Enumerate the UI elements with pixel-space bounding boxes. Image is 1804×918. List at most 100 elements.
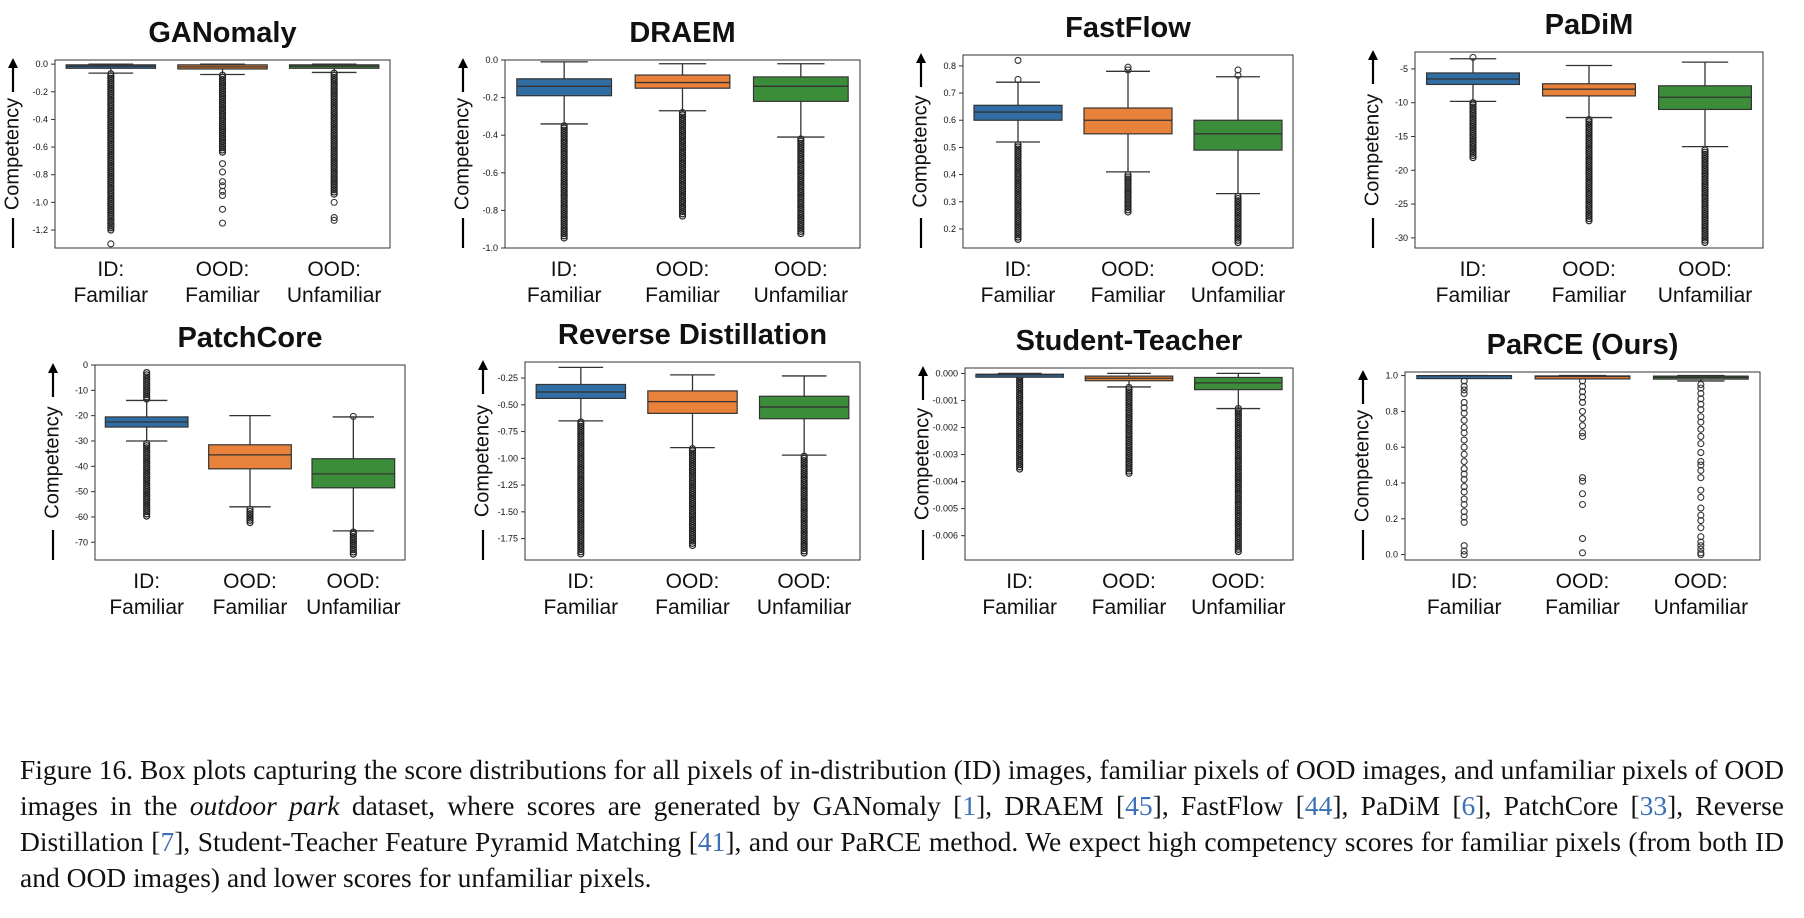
- box-plot-panel: GANomaly 0.0 -0.2 -0.4 -0.6 -0.8 -1.0 -1.2 Compe…: [1, 17, 391, 307]
- y-tick-label: -1.00: [497, 453, 518, 463]
- outlier-point: [1234, 457, 1242, 465]
- box-iqr: [1193, 119, 1283, 151]
- outlier-point: [1014, 56, 1022, 64]
- outlier-point: [330, 198, 338, 206]
- panel-title: DRAEM: [629, 17, 735, 49]
- outlier-point: [218, 148, 227, 156]
- outlier-point: [688, 464, 697, 473]
- citation-link[interactable]: 33: [1639, 790, 1668, 821]
- y-axis-label: Competency: [1361, 94, 1383, 206]
- outlier-point: [678, 208, 687, 216]
- plot-frame: [54, 59, 391, 249]
- outlier-point: [1234, 442, 1242, 450]
- citation-link[interactable]: 41: [697, 826, 726, 857]
- outlier-point: [678, 122, 687, 130]
- citation-link[interactable]: 44: [1304, 790, 1333, 821]
- outlier-point: [107, 127, 115, 135]
- outlier-point: [1701, 157, 1709, 165]
- outlier-point: [1014, 215, 1022, 224]
- outlier-point: [797, 225, 805, 233]
- y-tick-label: 1.0: [1385, 371, 1398, 381]
- outlier-point: [107, 96, 115, 104]
- outlier-point: [143, 448, 151, 456]
- outlier-point: [1016, 454, 1024, 462]
- outlier-point: [1234, 486, 1242, 494]
- outlier-point: [1014, 174, 1022, 182]
- outlier-point: [1234, 424, 1242, 432]
- outlier-point: [800, 527, 808, 535]
- outlier-point: [1234, 453, 1242, 461]
- outlier-point: [1014, 226, 1022, 235]
- citation-link[interactable]: 6: [1461, 790, 1476, 821]
- outlier-point: [1460, 500, 1468, 509]
- outlier-point: [143, 508, 151, 516]
- outlier-point: [1125, 419, 1133, 427]
- outlier-point: [1016, 419, 1024, 427]
- outlier-point: [1014, 207, 1022, 215]
- outlier-point: [1585, 135, 1593, 143]
- outlier-point: [1014, 204, 1022, 213]
- outlier-point: [1701, 148, 1709, 156]
- outlier-point: [218, 205, 227, 213]
- outlier-point: [797, 161, 805, 169]
- x-category-label: Familiar: [1545, 596, 1620, 619]
- citation-link[interactable]: 45: [1125, 790, 1153, 821]
- outlier-point: [797, 199, 805, 207]
- outlier-point: [800, 518, 808, 526]
- outlier-point: [577, 438, 585, 446]
- outlier-point: [1697, 517, 1705, 525]
- outlier-point: [1234, 506, 1242, 514]
- outlier-point: [1016, 425, 1024, 434]
- outlier-point: [107, 118, 115, 126]
- outlier-point: [1234, 66, 1242, 74]
- outlier-point: [1460, 409, 1468, 417]
- outlier-point: [1578, 500, 1587, 509]
- outlier-point: [1585, 124, 1593, 132]
- outlier-point: [1578, 415, 1587, 423]
- citation-link[interactable]: 7: [160, 826, 175, 857]
- plot-frame: [504, 59, 861, 249]
- outlier-point: [797, 152, 805, 161]
- box-iqr: [1193, 376, 1283, 391]
- outlier-point: [1014, 154, 1022, 162]
- outlier-point: [1234, 208, 1242, 216]
- outlier-point: [1460, 513, 1468, 521]
- outlier-point: [560, 194, 568, 202]
- box-series: [1193, 66, 1283, 247]
- outlier-point: [797, 185, 805, 194]
- caption-dataset-name: outdoor park: [189, 790, 340, 821]
- up-arrow-icon: [48, 363, 58, 373]
- outlier-point: [143, 377, 151, 385]
- box-series: [177, 63, 268, 227]
- outlier-point: [1578, 393, 1587, 401]
- outlier-point: [1578, 388, 1587, 396]
- outlier-point: [577, 477, 585, 485]
- outlier-point: [1460, 488, 1468, 496]
- box-series: [758, 375, 850, 557]
- outlier-point: [688, 495, 697, 503]
- outlier-point: [688, 451, 697, 459]
- outlier-point: [1585, 146, 1593, 154]
- outlier-point: [1234, 536, 1242, 545]
- outlier-point: [1125, 403, 1133, 411]
- outlier-point: [1701, 161, 1709, 169]
- y-tick-label: -1.75: [497, 534, 518, 544]
- outlier-point: [1125, 443, 1133, 451]
- citation-link[interactable]: 1: [962, 790, 977, 821]
- outlier-point: [1701, 183, 1709, 191]
- y-tick-label: -10: [1395, 98, 1408, 108]
- outlier-point: [1125, 438, 1133, 447]
- outlier-point: [218, 104, 227, 112]
- outlier-point: [678, 166, 687, 174]
- outlier-point: [330, 131, 338, 139]
- x-category-label: Familiar: [982, 596, 1057, 619]
- x-category-label: OOD:: [1562, 258, 1616, 281]
- outlier-point: [143, 464, 151, 472]
- outlier-point: [1585, 142, 1593, 150]
- outlier-point: [797, 210, 805, 218]
- outlier-point: [1234, 426, 1242, 435]
- outlier-point: [678, 188, 687, 196]
- box-plot-panel: DRAEM 0.0 -0.2 -0.4 -0.6 -0.8 -1.0 Competency ID…: [451, 17, 861, 307]
- outlier-point: [107, 164, 115, 173]
- y-tick-label: 0.0: [35, 59, 48, 69]
